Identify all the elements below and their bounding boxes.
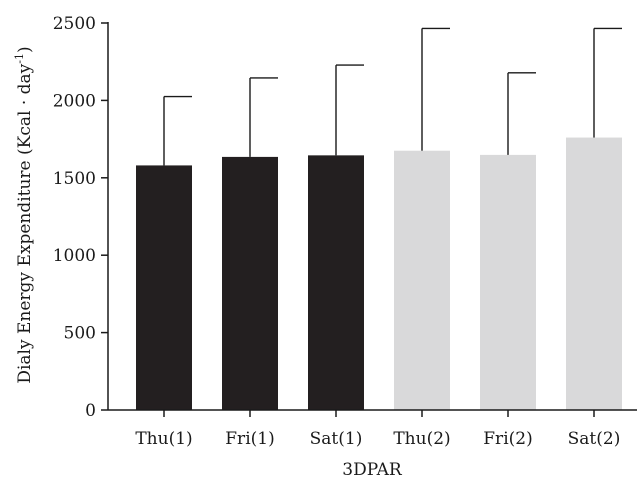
y-axis-title: Dialy Energy Expenditure (Kcal · day-1)	[13, 46, 35, 383]
bar	[136, 165, 192, 410]
error-bars	[163, 27, 622, 166]
y-axis-title-superscript: -1	[13, 53, 26, 64]
y-tick-label: 1500	[53, 169, 96, 189]
x-tick-label: Fri(2)	[483, 429, 532, 449]
x-axis-tick-labels: Thu(1) Fri(1) Sat(1) Thu(2) Fri(2) Sat(2)	[135, 410, 620, 449]
x-tick-label: Fri(1)	[225, 429, 274, 449]
y-axis-ticks: 0 500 1000 1500 2000 2500	[53, 14, 108, 421]
y-tick-label: 1000	[53, 246, 96, 266]
bars	[136, 137, 622, 410]
x-tick-label: Sat(2)	[568, 429, 621, 449]
y-axis-title-close: )	[15, 46, 35, 53]
y-axis-title-main: Dialy Energy Expenditure (Kcal · day	[15, 63, 35, 383]
bar	[308, 155, 364, 410]
bar	[394, 150, 450, 410]
y-tick-label: 500	[64, 324, 96, 344]
x-axis-title: 3DPAR	[342, 460, 403, 480]
y-tick-label: 0	[85, 401, 96, 421]
x-tick-label: Sat(1)	[310, 429, 363, 449]
bar	[566, 137, 622, 410]
x-tick-label: Thu(2)	[393, 429, 450, 449]
y-tick-label: 2000	[53, 91, 96, 111]
y-tick-label: 2500	[53, 14, 96, 34]
bar	[480, 154, 536, 410]
bar	[222, 156, 278, 410]
x-tick-label: Thu(1)	[135, 429, 192, 449]
